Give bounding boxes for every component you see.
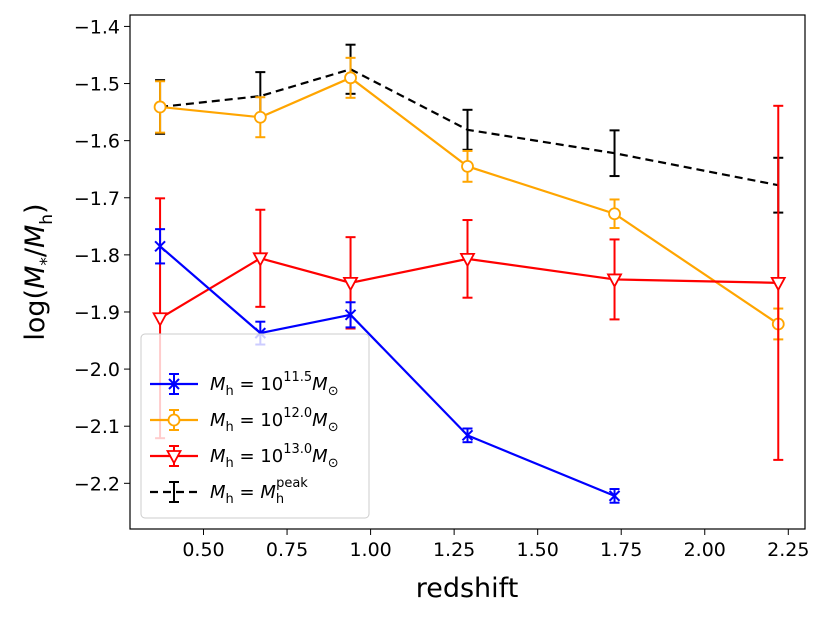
plot-area (152, 43, 787, 504)
legend-label: Mh = Mhpeak (210, 476, 308, 507)
legend-label: Mh = 1011.5M⊙ (210, 370, 339, 399)
series-line (159, 257, 779, 320)
data-point (154, 240, 166, 253)
x-tick-label: 1.00 (349, 539, 391, 561)
data-point (606, 273, 623, 289)
series-0 (154, 228, 621, 504)
y-tick-label: −1.6 (74, 131, 120, 153)
data-point (770, 276, 787, 292)
data-point (344, 309, 357, 321)
marker-stroke (154, 240, 166, 253)
series-line (159, 76, 779, 325)
y-axis-label: log(M*/Mh) (20, 203, 57, 340)
x-tick-label: 2.00 (684, 539, 726, 561)
data-point (252, 252, 269, 268)
y-tick-label: −1.5 (74, 74, 120, 96)
legend-item-2: Mh = 1013.0M⊙ (150, 442, 339, 471)
series-line (159, 68, 779, 187)
y-tick-label: −2.1 (74, 416, 120, 438)
data-point (152, 312, 169, 328)
data-point (459, 252, 476, 268)
marker-stroke (344, 309, 357, 321)
y-tick-label: −1.9 (74, 302, 120, 324)
legend-item-3: Mh = Mhpeak (150, 476, 308, 507)
x-axis-label: redshift (416, 573, 519, 604)
y-tick-label: −2.2 (74, 473, 120, 495)
legend-box (140, 333, 370, 519)
series-3 (155, 43, 784, 214)
data-point (344, 71, 357, 85)
data-point (342, 276, 359, 292)
legend-marker (168, 378, 180, 390)
legend-item-1: Mh = 1012.0M⊙ (150, 406, 339, 435)
data-point (461, 159, 474, 173)
data-point (253, 110, 267, 124)
y-tick-label: −1.4 (74, 16, 120, 38)
axes-frame (129, 14, 806, 530)
y-tick-label: −1.7 (74, 188, 120, 210)
y-axis: −1.4 −1.5 −1.6 −1.7 −1.8 −1.9 −2.0 −2.1 −2.2 (74, 16, 130, 495)
marker-stroke (608, 490, 621, 502)
data-point (608, 490, 621, 502)
marker-stroke (461, 429, 474, 442)
legend: Mh = 1011.5M⊙ Mh = 1012.0M⊙ Mh = 1013.0M⊙ M… (140, 333, 370, 519)
legend-marker (167, 413, 181, 427)
x-tick-label: 1.25 (433, 539, 475, 561)
x-tick-label: 1.75 (600, 539, 642, 561)
series-1 (153, 56, 785, 341)
legend-marker (165, 450, 183, 465)
x-tick-label: 0.75 (266, 539, 308, 561)
legend-label: Mh = 1012.0M⊙ (210, 406, 339, 435)
y-tick-label: −2.0 (74, 359, 120, 381)
x-tick-label: 2.25 (767, 539, 809, 561)
data-point (608, 207, 621, 221)
x-axis: 0.50 0.75 1.00 1.25 1.50 1.75 2.00 2.25 (182, 529, 809, 561)
legend-label: Mh = 1013.0M⊙ (210, 442, 339, 471)
data-point (461, 429, 474, 442)
x-tick-label: 0.50 (182, 539, 224, 561)
data-point (153, 100, 167, 114)
legend-item-0: Mh = 1011.5M⊙ (150, 370, 339, 399)
marker-stroke (168, 378, 180, 390)
y-tick-label: −1.8 (74, 245, 120, 267)
x-tick-label: 1.50 (517, 539, 559, 561)
